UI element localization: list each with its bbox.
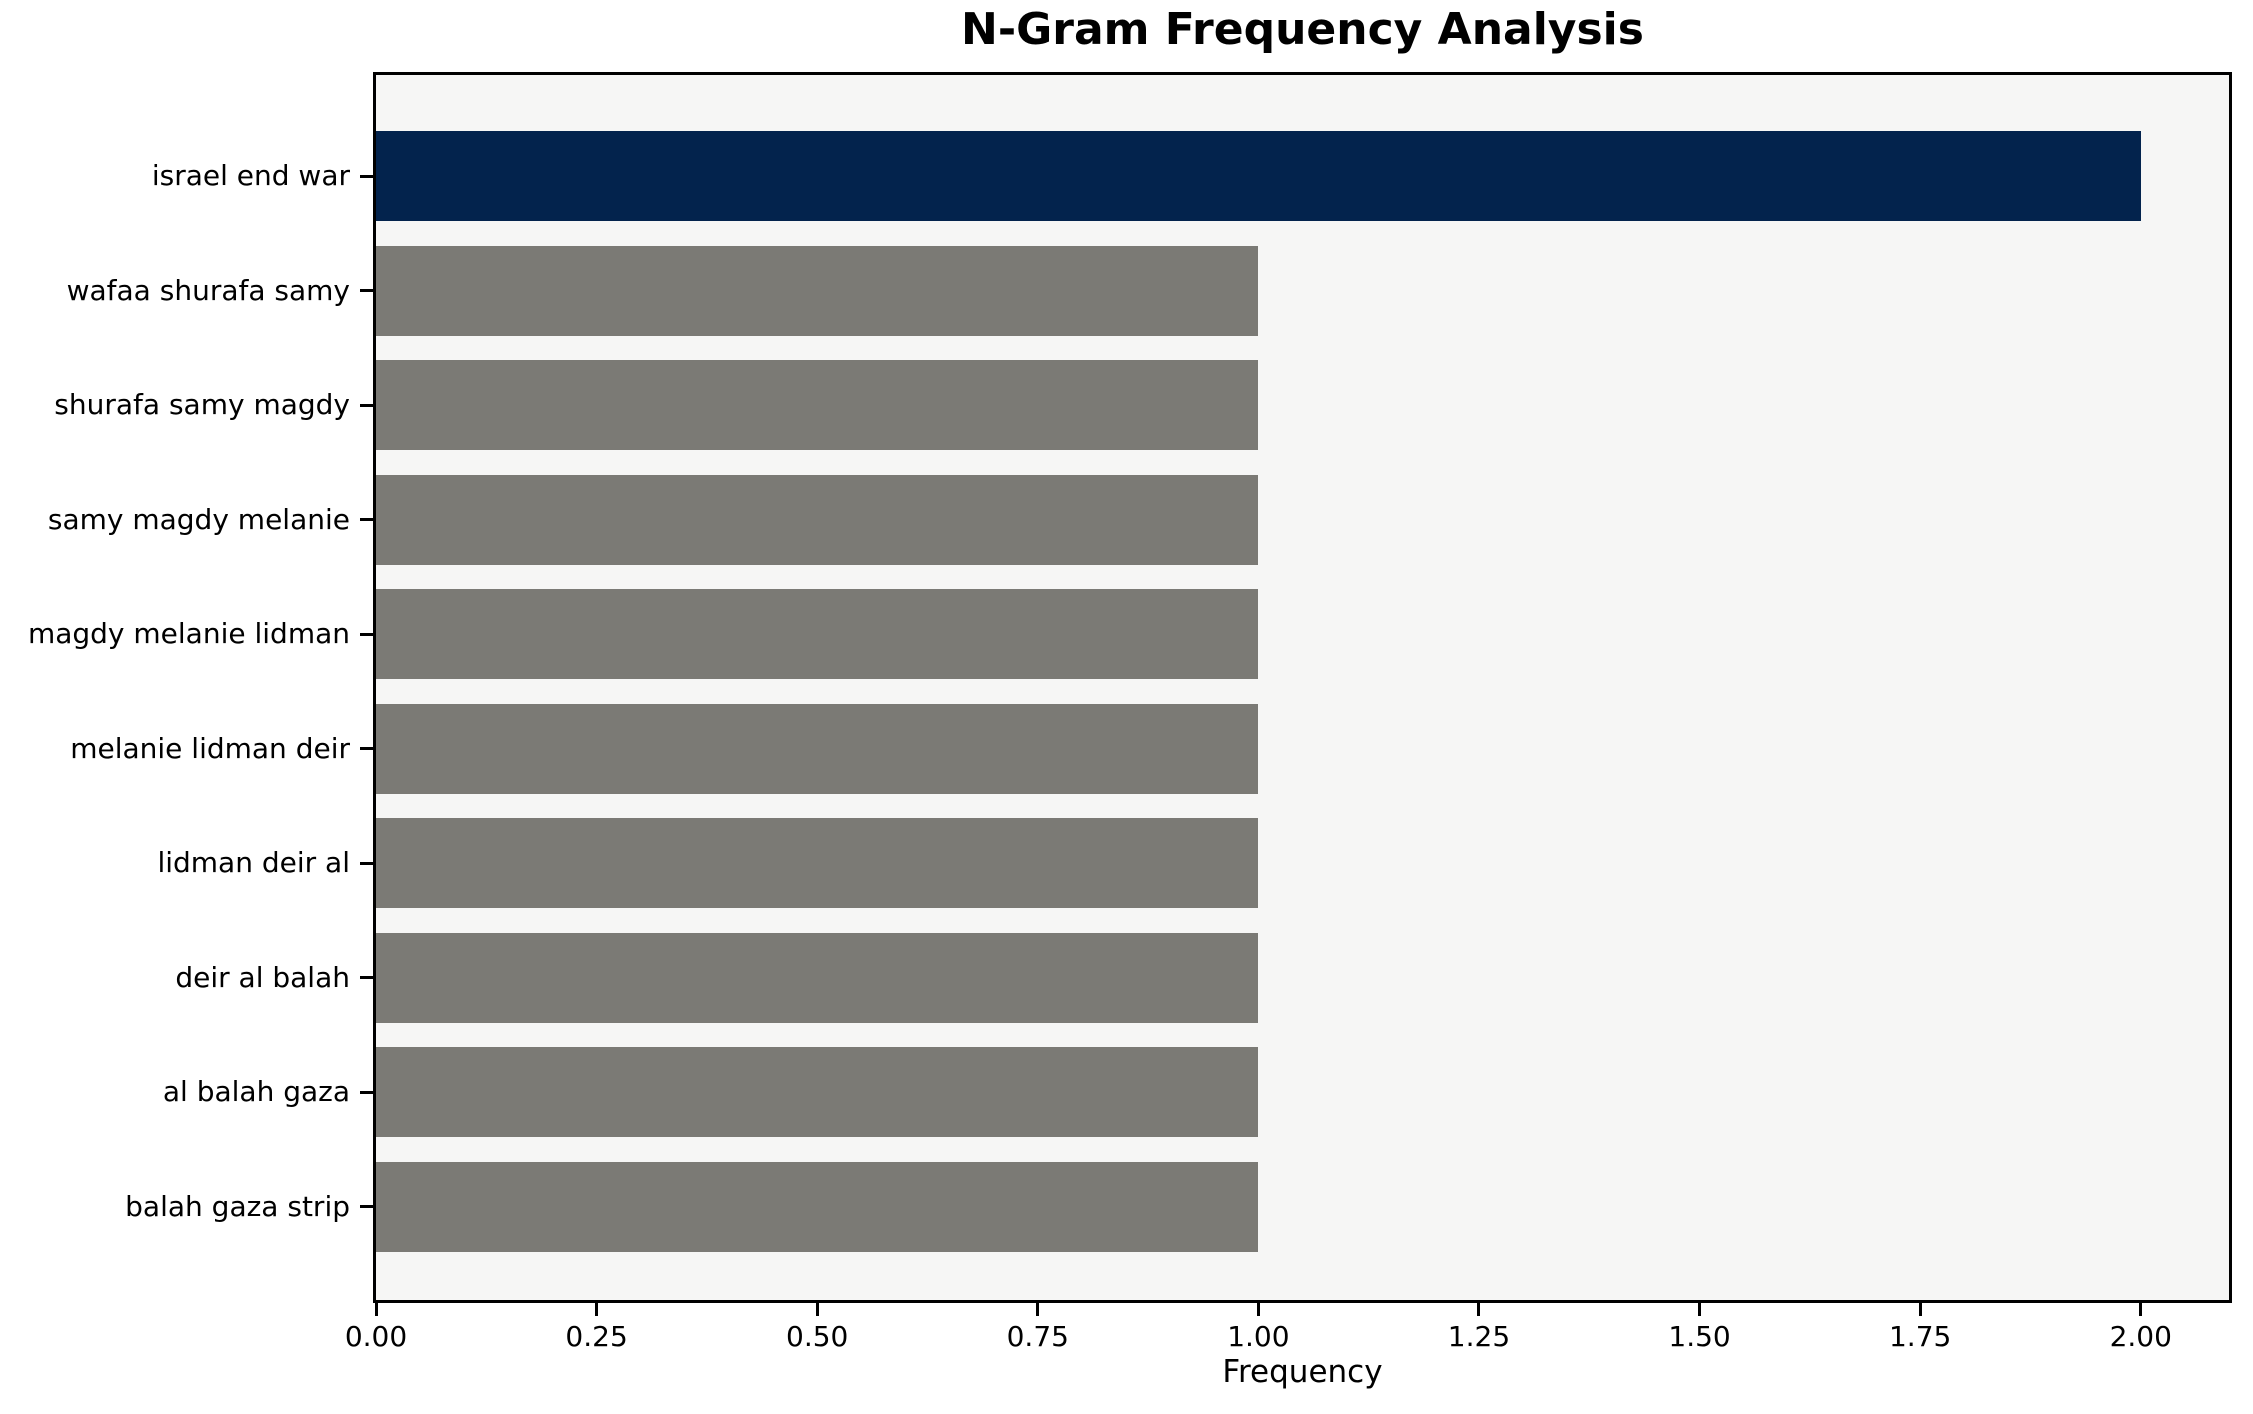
x-tick-label: 0.50 <box>786 1320 849 1353</box>
x-tick-label: 1.00 <box>1227 1320 1290 1353</box>
bar-magdy-melanie-lidman <box>376 589 1259 679</box>
x-tick-mark <box>595 1303 599 1316</box>
y-tick-mark <box>360 518 373 521</box>
bar-deir-al-balah <box>376 932 1259 1023</box>
y-tick-mark <box>360 174 373 178</box>
bar-wafaa-shurafa-samy <box>376 245 1259 336</box>
x-axis-label: Frequency <box>1222 1354 1383 1390</box>
x-tick-mark <box>374 1303 378 1316</box>
bar-lidman-deir-al <box>376 818 1259 908</box>
y-tick-mark <box>360 976 373 979</box>
y-tick-mark <box>360 1090 373 1094</box>
x-tick-label: 0.00 <box>344 1320 408 1353</box>
chart-title: N-Gram Frequency Analysis <box>961 4 1644 55</box>
x-tick-mark <box>2139 1303 2143 1316</box>
bar-al-balah-gaza <box>376 1047 1259 1137</box>
y-tick-mark <box>360 861 373 865</box>
x-tick-mark <box>815 1303 819 1316</box>
y-tick-mark <box>360 289 373 292</box>
y-tick-label: samy magdy melanie <box>47 502 350 536</box>
x-tick-label: 1.75 <box>1888 1320 1952 1353</box>
y-tick-mark <box>360 632 373 636</box>
y-tick-mark <box>360 1205 373 1208</box>
bar-balah-gaza-strip <box>376 1161 1259 1252</box>
x-tick-mark <box>1698 1303 1702 1316</box>
x-tick-mark <box>1256 1303 1260 1316</box>
x-tick-label: 1.50 <box>1668 1320 1731 1353</box>
x-tick-mark <box>1477 1303 1481 1316</box>
bar-melanie-lidman-deir <box>376 703 1259 794</box>
bar-shurafa-samy-magdy <box>376 360 1259 450</box>
x-tick-label: 2.00 <box>2109 1320 2172 1353</box>
y-tick-label: lidman deir al <box>157 846 350 879</box>
y-tick-mark <box>360 403 373 407</box>
y-tick-label: melanie lidman deir <box>70 731 350 765</box>
y-tick-label: deir al balah <box>175 960 350 994</box>
x-tick-label: 1.25 <box>1447 1320 1511 1353</box>
bar-israel-end-war <box>376 131 2141 221</box>
y-tick-label: magdy melanie lidman <box>27 617 350 650</box>
x-tick-mark <box>1918 1303 1922 1316</box>
y-tick-label: wafaa shurafa samy <box>66 273 350 307</box>
x-tick-label: 0.25 <box>565 1320 628 1353</box>
x-tick-mark <box>1036 1303 1040 1316</box>
y-tick-mark <box>360 747 373 750</box>
y-tick-label: shurafa samy magdy <box>54 388 350 421</box>
y-tick-label: israel end war <box>151 159 350 192</box>
plot-area <box>373 72 2232 1303</box>
bar-samy-magdy-melanie <box>376 474 1259 565</box>
y-tick-label: al balah gaza <box>162 1075 350 1108</box>
x-tick-label: 0.75 <box>1006 1320 1069 1353</box>
y-tick-label: balah gaza strip <box>125 1189 350 1223</box>
